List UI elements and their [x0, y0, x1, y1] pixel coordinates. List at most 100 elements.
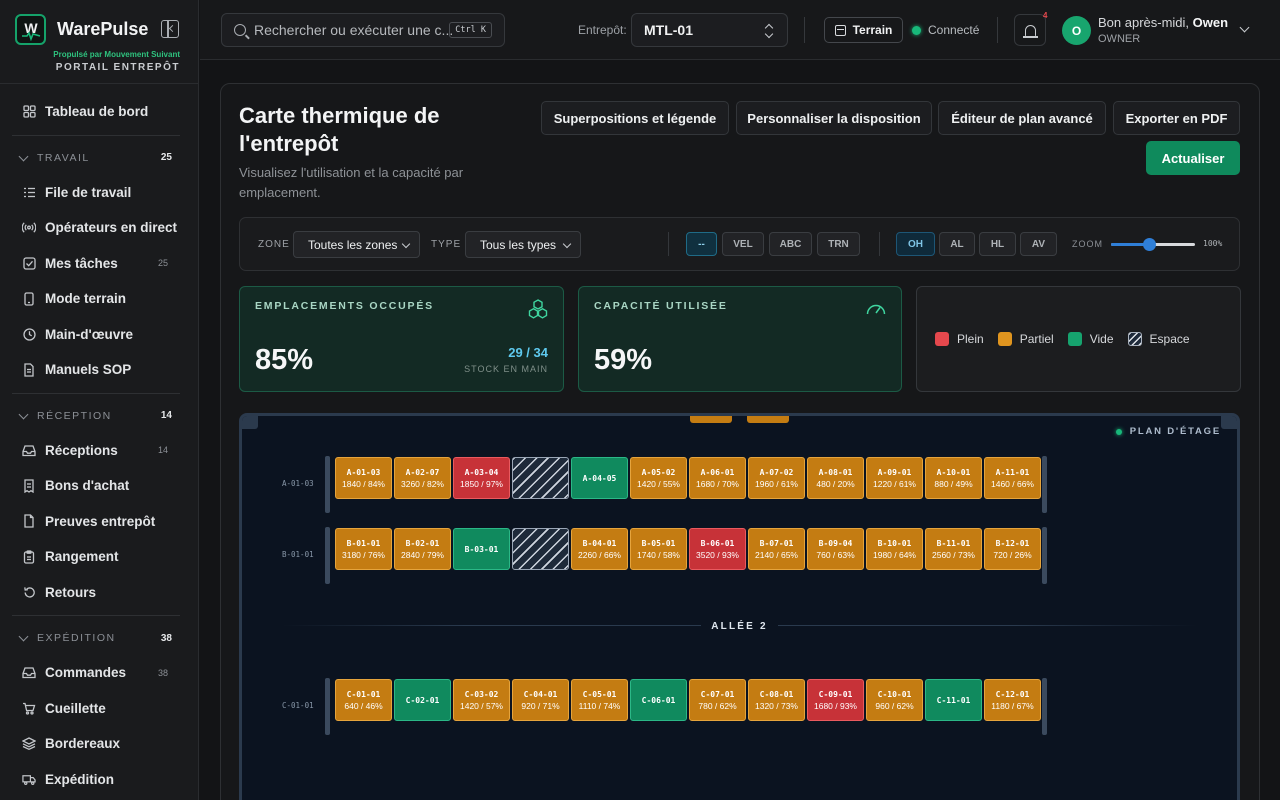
- chevron-down-icon[interactable]: [1239, 22, 1250, 33]
- slot-full[interactable]: B-06-01 3520 / 93%: [689, 528, 746, 570]
- slot-id: B-02-01: [405, 538, 440, 548]
- zone-select[interactable]: Toutes les zones: [293, 231, 420, 258]
- section-count: 25: [160, 152, 172, 163]
- slot-partial[interactable]: B-12-01 720 / 26%: [984, 528, 1041, 570]
- slot-partial[interactable]: A-08-01 480 / 20%: [807, 457, 864, 499]
- overlays-legend-button[interactable]: Superpositions et légende: [541, 101, 729, 135]
- slot-partial[interactable]: A-05-02 1420 / 55%: [630, 457, 687, 499]
- slot-partial[interactable]: B-01-01 3180 / 76%: [335, 528, 392, 570]
- zoom-slider[interactable]: [1111, 238, 1195, 251]
- slot-id: A-09-01: [877, 467, 912, 477]
- slot-id: C-01-01: [346, 689, 381, 699]
- slot-empty[interactable]: B-03-01: [453, 528, 510, 570]
- slot-partial[interactable]: C-10-01 960 / 62%: [866, 679, 923, 721]
- slot-partial[interactable]: B-11-01 2560 / 73%: [925, 528, 982, 570]
- slot-partial[interactable]: C-04-01 920 / 71%: [512, 679, 569, 721]
- sidebar-collapse-icon[interactable]: [161, 20, 179, 38]
- avatar[interactable]: O: [1062, 16, 1091, 45]
- refresh-button[interactable]: Actualiser: [1146, 141, 1240, 175]
- slot-full[interactable]: C-09-01 1680 / 93%: [807, 679, 864, 721]
- slot-full[interactable]: A-03-04 1850 / 97%: [453, 457, 510, 499]
- export-pdf-button[interactable]: Exporter en PDF: [1113, 101, 1240, 135]
- slot-empty[interactable]: C-11-01: [925, 679, 982, 721]
- slot-partial[interactable]: A-09-01 1220 / 61%: [866, 457, 923, 499]
- slot-partial[interactable]: B-09-04 760 / 63%: [807, 528, 864, 570]
- metric-chip-oh[interactable]: OH: [896, 232, 935, 256]
- sidebar-item-shipping[interactable]: Expédition: [0, 762, 198, 798]
- slot-partial[interactable]: B-04-01 2260 / 66%: [571, 528, 628, 570]
- slot-partial[interactable]: B-02-01 2840 / 79%: [394, 528, 451, 570]
- sidebar-item-orders[interactable]: Commandes 38: [0, 655, 198, 691]
- chevron-updown-icon: [765, 24, 773, 38]
- sidebar-item-dashboard[interactable]: Tableau de bord: [0, 94, 198, 130]
- bell-icon: [1022, 24, 1038, 38]
- sidebar-item-picking[interactable]: Cueillette: [0, 691, 198, 727]
- slot-partial[interactable]: A-02-07 3260 / 82%: [394, 457, 451, 499]
- slot-space[interactable]: [512, 528, 569, 570]
- metric-chip-hl[interactable]: HL: [979, 232, 1016, 256]
- velocity-chip-none[interactable]: --: [686, 232, 717, 256]
- sidebar-item-labor[interactable]: Main-d'œuvre: [0, 317, 198, 353]
- sidebar-item-purchase-orders[interactable]: Bons d'achat: [0, 468, 198, 504]
- sidebar-item-warehouse-proofs[interactable]: Preuves entrepôt: [0, 504, 198, 540]
- slot-partial[interactable]: A-11-01 1460 / 66%: [984, 457, 1041, 499]
- type-select[interactable]: Tous les types: [465, 231, 581, 258]
- return-icon: [22, 585, 36, 599]
- slot-partial[interactable]: C-12-01 1180 / 67%: [984, 679, 1041, 721]
- sidebar-item-sop-manuals[interactable]: Manuels SOP: [0, 352, 198, 388]
- user-greeting[interactable]: Bon après-midi, Owen: [1098, 15, 1228, 30]
- slot-partial[interactable]: A-06-01 1680 / 70%: [689, 457, 746, 499]
- notifications-button[interactable]: [1014, 14, 1046, 46]
- slot-partial[interactable]: A-10-01 880 / 49%: [925, 457, 982, 499]
- advanced-editor-button[interactable]: Éditeur de plan avancé: [938, 101, 1106, 135]
- slot-partial[interactable]: B-05-01 1740 / 58%: [630, 528, 687, 570]
- section-reception[interactable]: RÉCEPTION 14: [0, 399, 198, 433]
- boxes-icon: [527, 299, 549, 324]
- sidebar-item-field-mode[interactable]: Mode terrain: [0, 281, 198, 317]
- sidebar-item-my-tasks[interactable]: Mes tâches 25: [0, 246, 198, 282]
- velocity-chip-vel[interactable]: VEL: [722, 232, 764, 256]
- dock-door[interactable]: [690, 416, 732, 423]
- section-expedition[interactable]: EXPÉDITION 38: [0, 621, 198, 655]
- scan-icon: [834, 24, 846, 36]
- command-search[interactable]: Rechercher ou exécuter une c... Ctrl K: [221, 13, 505, 47]
- metric-chip-av[interactable]: AV: [1020, 232, 1057, 256]
- slot-partial[interactable]: C-08-01 1320 / 73%: [748, 679, 805, 721]
- dock-door[interactable]: [747, 416, 789, 423]
- velocity-chip-abc[interactable]: ABC: [769, 232, 812, 256]
- slot-empty[interactable]: C-02-01: [394, 679, 451, 721]
- slot-partial[interactable]: A-07-02 1960 / 61%: [748, 457, 805, 499]
- slot-id: B-07-01: [759, 538, 794, 548]
- sidebar-item-live-operators[interactable]: Opérateurs en direct: [0, 210, 198, 246]
- slot-partial[interactable]: C-05-01 1110 / 74%: [571, 679, 628, 721]
- warehouse-select[interactable]: MTL-01: [631, 13, 788, 47]
- slot-empty[interactable]: C-06-01: [630, 679, 687, 721]
- terrain-button[interactable]: Terrain: [824, 17, 903, 43]
- inbox-icon: [22, 443, 36, 457]
- customize-layout-button[interactable]: Personnaliser la disposition: [736, 101, 932, 135]
- slot-partial[interactable]: B-10-01 1980 / 64%: [866, 528, 923, 570]
- slot-partial[interactable]: C-01-01 640 / 46%: [335, 679, 392, 721]
- floor-corner: [1221, 416, 1237, 429]
- sidebar-item-putaway[interactable]: Rangement: [0, 539, 198, 575]
- status-dot-icon: [912, 25, 921, 35]
- checkbox-icon: [22, 256, 36, 270]
- warepulse-logo-icon[interactable]: W: [15, 14, 46, 45]
- zoom-slider-thumb[interactable]: [1142, 238, 1156, 251]
- slot-partial[interactable]: C-07-01 780 / 62%: [689, 679, 746, 721]
- slot-partial[interactable]: A-01-03 1840 / 84%: [335, 457, 392, 499]
- sidebar-item-returns[interactable]: Retours: [0, 575, 198, 611]
- slot-partial[interactable]: B-07-01 2140 / 65%: [748, 528, 805, 570]
- slot-partial[interactable]: C-03-02 1420 / 57%: [453, 679, 510, 721]
- sidebar-item-slips[interactable]: Bordereaux: [0, 726, 198, 762]
- metric-chip-al[interactable]: AL: [939, 232, 975, 256]
- portal-label: PORTAIL ENTREPÔT: [55, 62, 180, 73]
- slot-value: 480 / 20%: [816, 478, 855, 489]
- sidebar-item-work-queue[interactable]: File de travail: [0, 175, 198, 211]
- slot-space[interactable]: [512, 457, 569, 499]
- section-travail[interactable]: TRAVAIL 25: [0, 141, 198, 175]
- slot-empty[interactable]: A-04-05: [571, 457, 628, 499]
- sidebar-item-receipts[interactable]: Réceptions 14: [0, 433, 198, 469]
- notification-badge: 4: [1043, 11, 1048, 20]
- velocity-chip-trn[interactable]: TRN: [817, 232, 860, 256]
